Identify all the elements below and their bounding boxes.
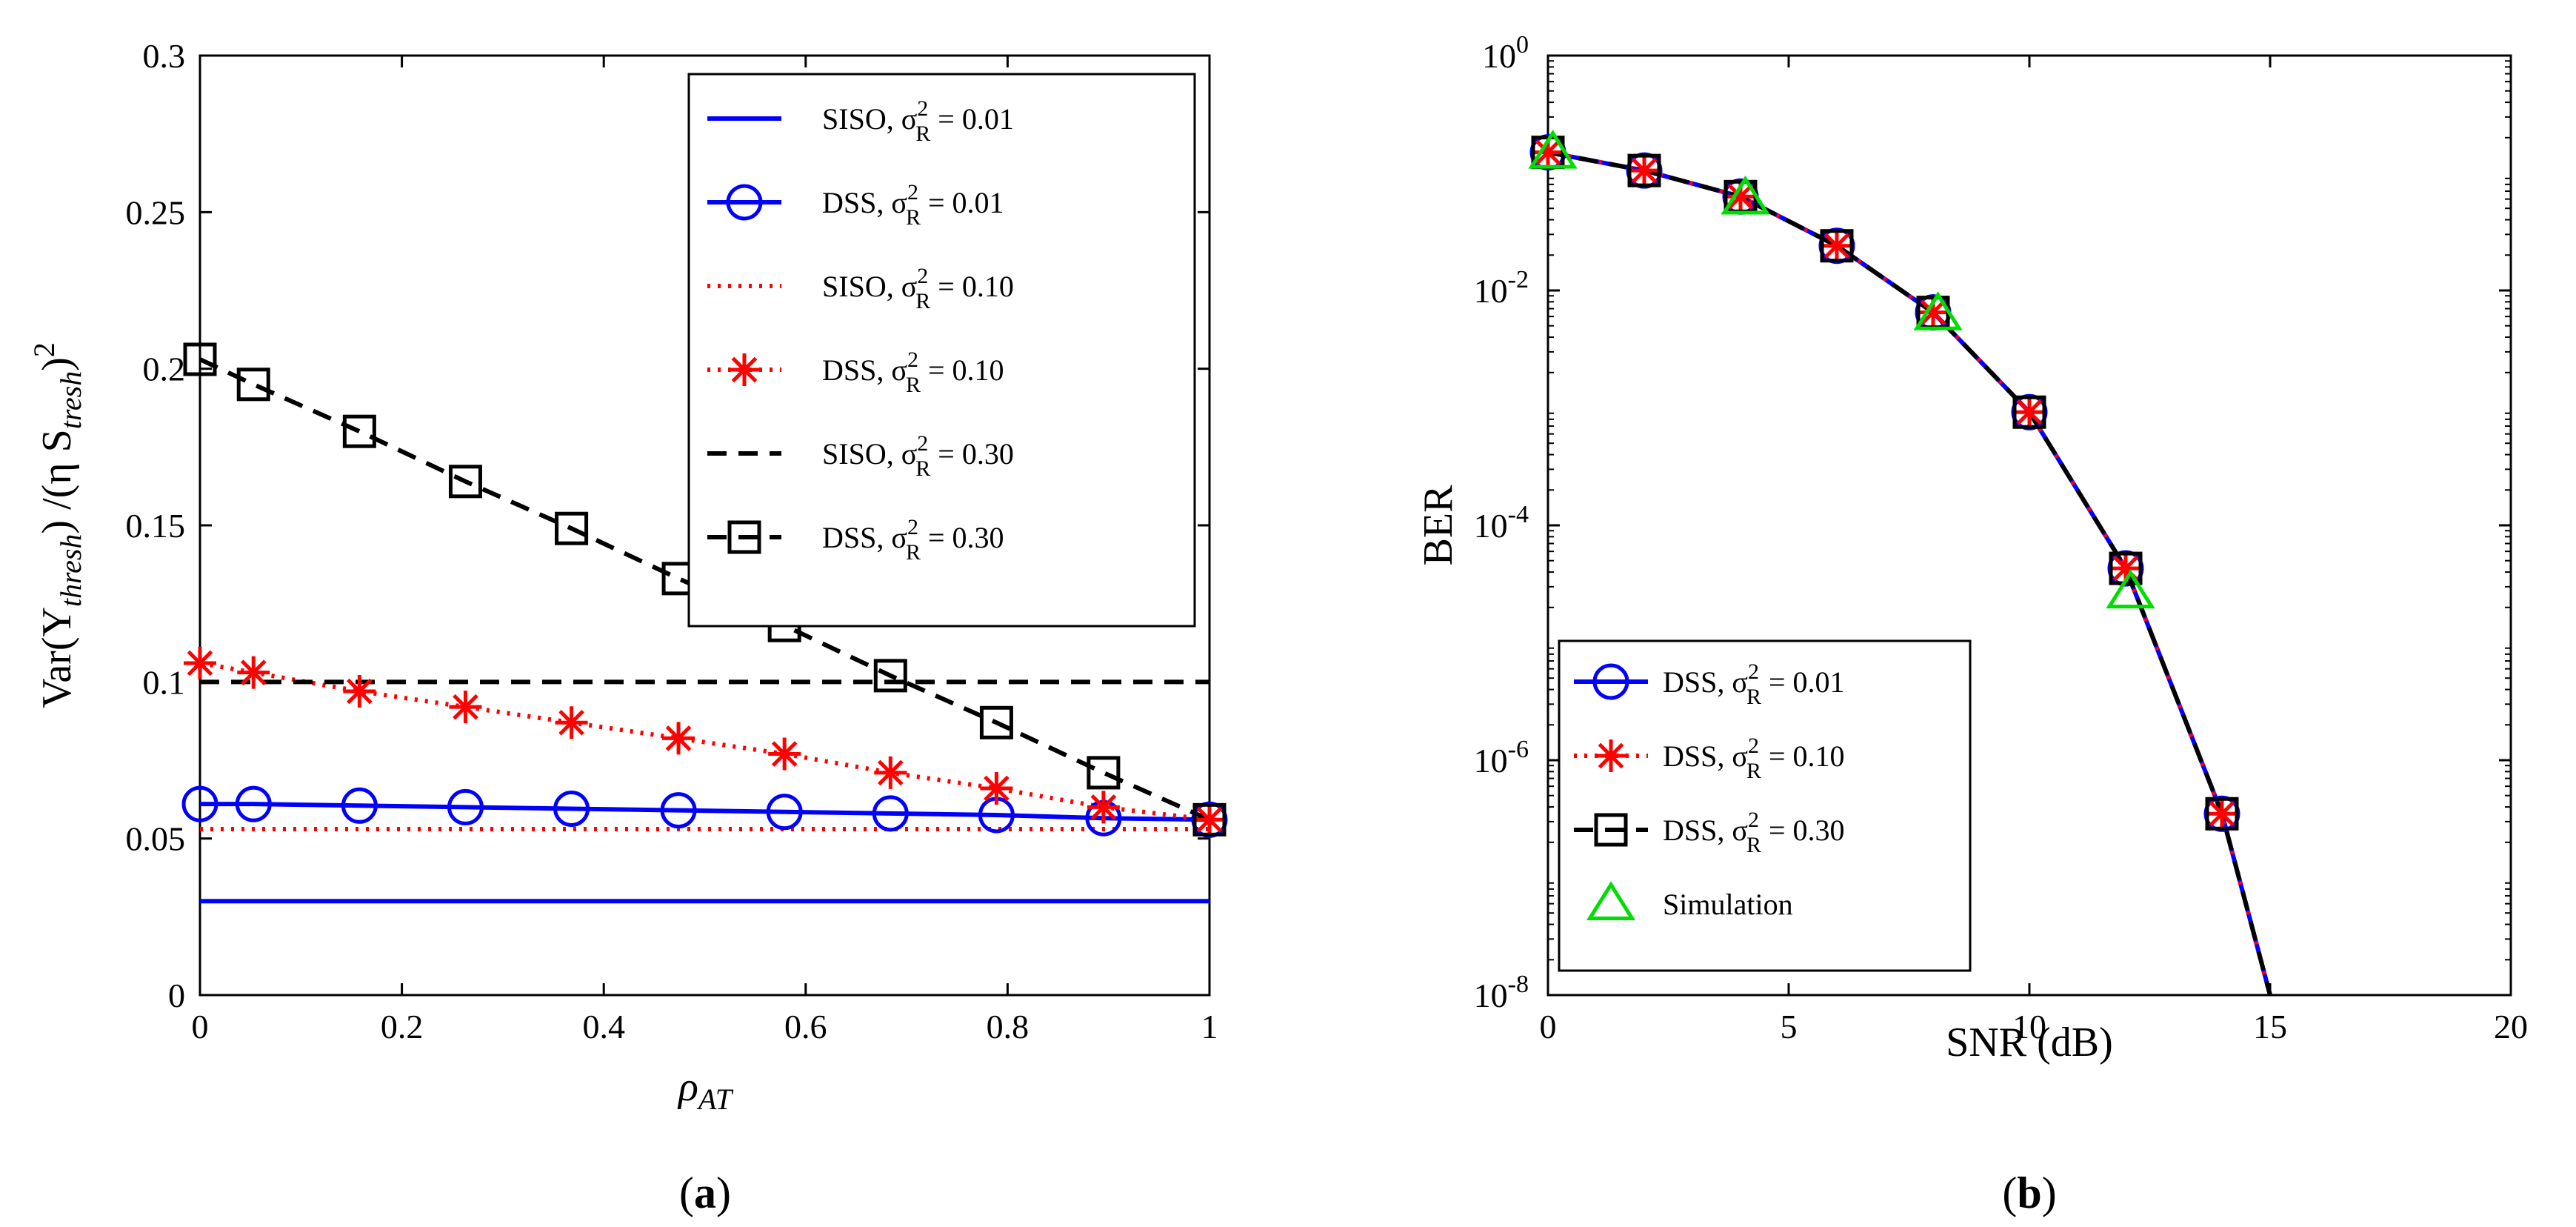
chart-a-point-1-5	[660, 792, 697, 829]
chart-a-point-1-3	[447, 788, 484, 825]
chart-a-point-5-8	[979, 705, 1013, 739]
chart-b-legend-marker-2	[1594, 813, 1628, 847]
chart-b-ytick-label: 100	[1482, 31, 1529, 75]
chart-b-ytick-label: 10-2	[1474, 266, 1529, 310]
chart-a-point-3-0	[184, 646, 216, 679]
chart-a-ytick-label: 0.15	[126, 507, 186, 545]
chart-a-legend-label-1: DSS, σ2 R = 0.01	[822, 180, 1004, 230]
chart-b: 0 5 10 15 20 100 10-2 10-4 10-6 10-8 BER SNR (dB)…	[1415, 31, 2528, 1217]
chart-a-legend-marker-3	[728, 353, 761, 386]
chart-a-ytick-label: 0.3	[143, 37, 186, 75]
chart-b-legend-marker-3	[1586, 881, 1636, 920]
chart-b-legend-label-1: DSS, σ2 R = 0.10	[1663, 734, 1845, 783]
chart-a-point-5-4	[555, 511, 589, 545]
chart-a-point-5-2	[342, 414, 376, 448]
chart-a-legend-label-2: SISO, σ2 R = 0.10	[822, 264, 1014, 313]
chart-b-legend-marker-1	[1595, 739, 1627, 772]
chart-a-xtick-label: 1	[1201, 1008, 1218, 1045]
chart-a-point-3-2	[343, 675, 376, 708]
chart-a-xtick-label: 0.6	[784, 1008, 827, 1045]
chart-b-point-3-3	[2106, 569, 2155, 609]
chart-a-legend-label-3: DSS, σ2 R = 0.10	[822, 348, 1004, 397]
chart-b-xtick-label: 15	[2253, 1008, 2287, 1045]
chart-b-point-3-2	[1913, 291, 1963, 330]
chart-a-point-3-5	[662, 722, 695, 755]
chart-b-point-3-0	[1528, 129, 1578, 169]
chart-a-ytick-label: 0.1	[143, 663, 186, 701]
chart-a: 0 0.2 0.4 0.6 0.8 1 0 0.05 0.1 0.15 0.2 0.25 0.3 Var…	[27, 37, 1228, 1217]
chart-a-point-3-8	[980, 772, 1013, 805]
chart-a-point-1-6	[766, 794, 803, 831]
chart-a-xtick-label: 0.2	[381, 1008, 424, 1045]
chart-a-point-1-1	[235, 785, 272, 822]
chart-a-legend-label-4: SISO, σ2 R = 0.30	[822, 431, 1014, 481]
chart-b-point-2-7	[2205, 797, 2239, 831]
chart-a-point-5-9	[1087, 756, 1121, 790]
chart-a-legend: SISO, σ2 R = 0.01 DSS, σ2 R = 0.01 SISO, σ2 R…	[687, 73, 1196, 628]
chart-a-xlabel: ρAT	[677, 1064, 734, 1116]
chart-b-xlabel: SNR (dB)	[1946, 1020, 2113, 1065]
chart-a-ytick-label: 0.05	[126, 820, 186, 858]
chart-a-legend-label-5: DSS, σ2 R = 0.30	[822, 515, 1004, 565]
chart-a-point-1-2	[341, 787, 378, 824]
chart-a-legend-marker-5	[727, 520, 761, 554]
chart-a-legend-marker-1	[726, 184, 763, 221]
chart-a-ylabel: Var(Ythresh) /(η Stresh)2	[27, 342, 87, 708]
chart-b-legend: DSS, σ2 R = 0.01 DSS, σ2 R = 0.10 DSS, σ2 R =…	[1558, 639, 1972, 972]
chart-b-xtick-label: 20	[2494, 1008, 2528, 1045]
chart-a-legend-box	[687, 73, 1196, 628]
chart-b-ytick-label: 10-8	[1474, 971, 1529, 1014]
chart-b-point-2-5	[2012, 395, 2046, 429]
chart-b-xtick-label: 5	[1781, 1008, 1798, 1045]
chart-a-point-3-3	[449, 691, 482, 724]
chart-a-point-5-0	[183, 342, 217, 376]
chart-a-ytick-label: 0	[168, 977, 185, 1014]
chart-a-point-3-6	[768, 737, 801, 771]
chart-a-point-1-7	[872, 795, 909, 832]
chart-a-point-1-4	[553, 791, 590, 828]
chart-b-point-1-1	[1628, 154, 1661, 187]
chart-a-point-1-0	[181, 785, 218, 822]
chart-a-point-3-7	[874, 756, 907, 789]
chart-b-point-2-3	[1820, 229, 1854, 263]
chart-b-legend-label-3: Simulation	[1663, 888, 1793, 921]
chart-b-point-1-5	[2013, 396, 2046, 429]
chart-a-point-5-10	[1192, 802, 1227, 837]
chart-a-point-3-4	[555, 706, 588, 739]
chart-a-ticks: 0 0.2 0.4 0.6 0.8 1 0 0.05 0.1 0.15 0.2 0.25 0.3	[126, 37, 1218, 1045]
chart-a-series-line-1	[200, 802, 1209, 822]
chart-a-ytick-label: 0.25	[126, 193, 186, 231]
chart-a-xtick-label: 0.8	[987, 1008, 1030, 1045]
chart-b-markers	[1528, 129, 2240, 832]
chart-b-ytick-label: 10-4	[1474, 501, 1529, 545]
chart-a-xtick-label: 0	[192, 1008, 209, 1045]
chart-a-point-3-1	[237, 656, 270, 689]
chart-b-point-1-3	[1821, 229, 1853, 262]
chart-b-ylabel: BER	[1415, 485, 1461, 566]
panel-b-label: (b)	[2002, 1168, 2056, 1217]
chart-b-ytick-label: 10-6	[1474, 736, 1529, 779]
chart-b-legend-box	[1558, 639, 1972, 972]
chart-a-series-line-3	[200, 661, 1209, 822]
chart-a-point-5-1	[236, 368, 270, 402]
chart-a-point-5-7	[873, 659, 907, 693]
chart-b-point-3-1	[1721, 175, 1770, 215]
chart-a-ytick-label: 0.2	[143, 350, 186, 388]
chart-b-xtick-label: 10	[2012, 1008, 2046, 1045]
chart-b-legend-label-0: DSS, σ2 R = 0.01	[1663, 659, 1845, 709]
chart-a-point-5-3	[448, 465, 482, 499]
chart-a-series-line-5	[200, 357, 1209, 822]
chart-a-point-3-10	[1193, 803, 1226, 837]
chart-b-ticks: 0 5 10 15 20 100 10-2 10-4 10-6 10-8	[1474, 31, 2528, 1045]
panel-a-label: (a)	[679, 1168, 731, 1217]
chart-a-legend-label-0: SISO, σ2 R = 0.01	[822, 96, 1014, 146]
chart-b-legend-label-2: DSS, σ2 R = 0.30	[1663, 808, 1845, 857]
chart-b-legend-marker-0	[1592, 663, 1629, 700]
chart-a-xtick-label: 0.4	[582, 1008, 625, 1045]
chart-a-point-3-9	[1087, 791, 1120, 824]
chart-b-point-1-7	[2206, 797, 2238, 831]
chart-b-xtick-label: 0	[1540, 1008, 1557, 1045]
chart-b-point-2-1	[1627, 153, 1661, 187]
